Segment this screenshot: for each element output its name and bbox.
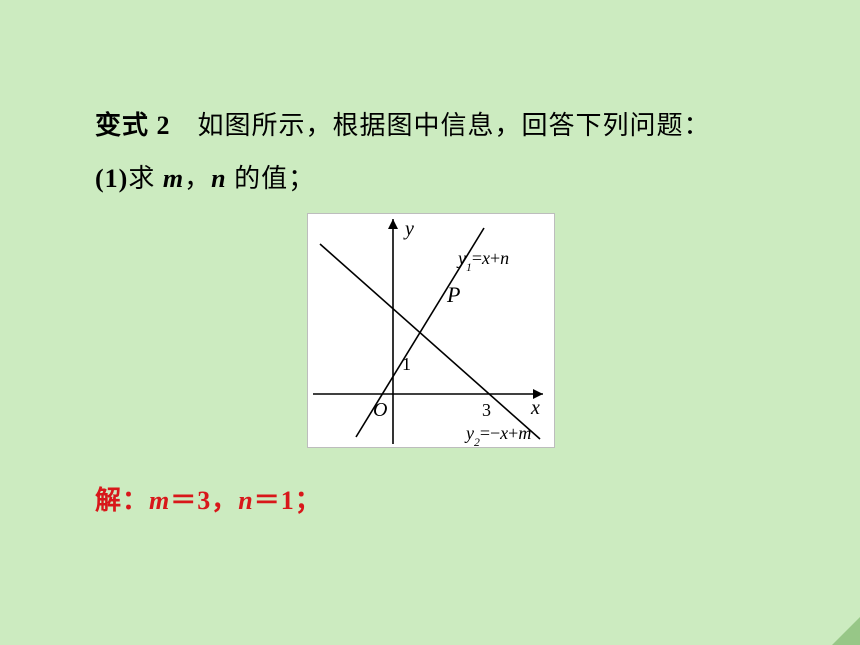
part1-sep: ， bbox=[184, 164, 211, 193]
svg-text:1: 1 bbox=[402, 354, 411, 374]
part1-prefix: (1) bbox=[95, 164, 128, 193]
slide: 变式 2 如图所示，根据图中信息，回答下列问题： (1)求 m，n 的值； yx… bbox=[0, 0, 860, 645]
chart-svg: y x O 3 1 y1=x+n y2=−x+m P bbox=[308, 214, 554, 447]
page-corner-fold bbox=[832, 617, 860, 645]
problem-label: 变式 2 bbox=[95, 111, 171, 140]
svg-text:3: 3 bbox=[482, 400, 491, 420]
svg-text:x: x bbox=[530, 397, 540, 419]
part1-text-b: 的值； bbox=[227, 164, 316, 193]
answer-var-n: n bbox=[238, 486, 253, 515]
svg-text:y1=x+n: y1=x+n bbox=[456, 248, 509, 274]
answer-prefix: 解： bbox=[95, 486, 149, 515]
part1-var-n: n bbox=[211, 164, 226, 193]
problem-line-1: 变式 2 如图所示，根据图中信息，回答下列问题： bbox=[95, 105, 711, 142]
answer-var-m: m bbox=[149, 486, 170, 515]
answer-eq2: ＝1； bbox=[254, 486, 322, 515]
svg-text:y: y bbox=[403, 218, 414, 240]
answer-eq1: ＝3， bbox=[170, 486, 238, 515]
problem-question: 如图所示，根据图中信息，回答下列问题： bbox=[198, 111, 711, 140]
part1-var-m: m bbox=[163, 164, 184, 193]
svg-text:O: O bbox=[373, 399, 387, 421]
chart-figure: y x O 3 1 y1=x+n y2=−x+m P bbox=[307, 213, 555, 448]
part1-text-a: 求 bbox=[128, 164, 163, 193]
svg-text:y2=−x+m: y2=−x+m bbox=[464, 423, 531, 447]
svg-text:P: P bbox=[446, 282, 460, 307]
problem-line-2: (1)求 m，n 的值； bbox=[95, 158, 315, 195]
answer-line: 解：m＝3，n＝1； bbox=[95, 480, 322, 517]
